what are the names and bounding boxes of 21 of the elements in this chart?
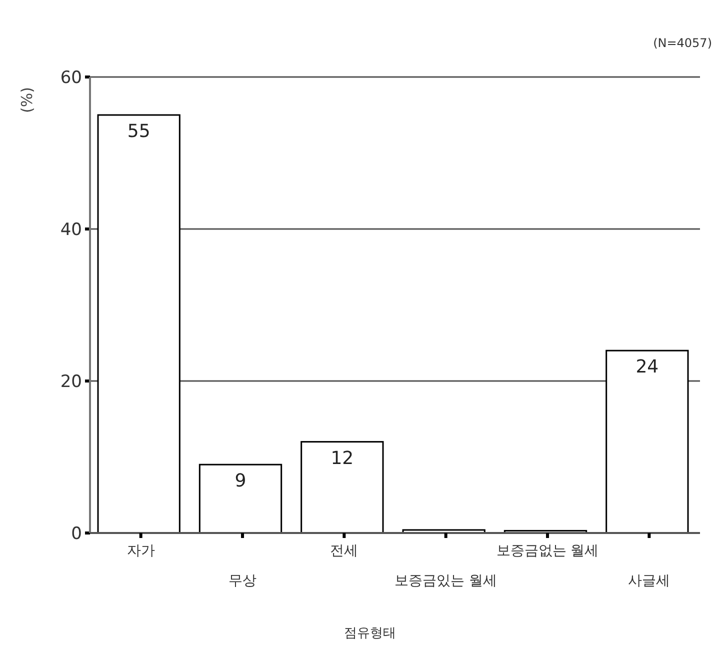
- y-tick-label: 60: [60, 68, 82, 88]
- bar: [606, 350, 689, 534]
- y-axis-title: (%): [18, 87, 36, 113]
- y-tick-label: 0: [71, 524, 82, 544]
- x-tick-label: 보증금없는 월세: [496, 543, 599, 559]
- data-label: 9: [234, 470, 246, 492]
- x-tick-label: 전세: [330, 543, 358, 559]
- data-label: 12: [330, 448, 354, 469]
- text: (N=4057): [653, 36, 712, 50]
- y-tick-label: 40: [60, 220, 82, 240]
- data-label: 55: [127, 121, 150, 142]
- data-label: 24: [636, 356, 659, 378]
- x-tick-label: 사글세: [628, 573, 670, 589]
- x-tick-label: 보증금있는 월세: [394, 573, 498, 589]
- bar: [198, 464, 282, 534]
- y-tick-label: 20: [60, 372, 82, 392]
- x-tick-label: 무상: [228, 573, 256, 589]
- bar: [300, 441, 384, 534]
- x-axis-title: 점유형태: [344, 626, 396, 641]
- bar: [97, 114, 180, 534]
- x-tick-label: 자가: [126, 543, 155, 559]
